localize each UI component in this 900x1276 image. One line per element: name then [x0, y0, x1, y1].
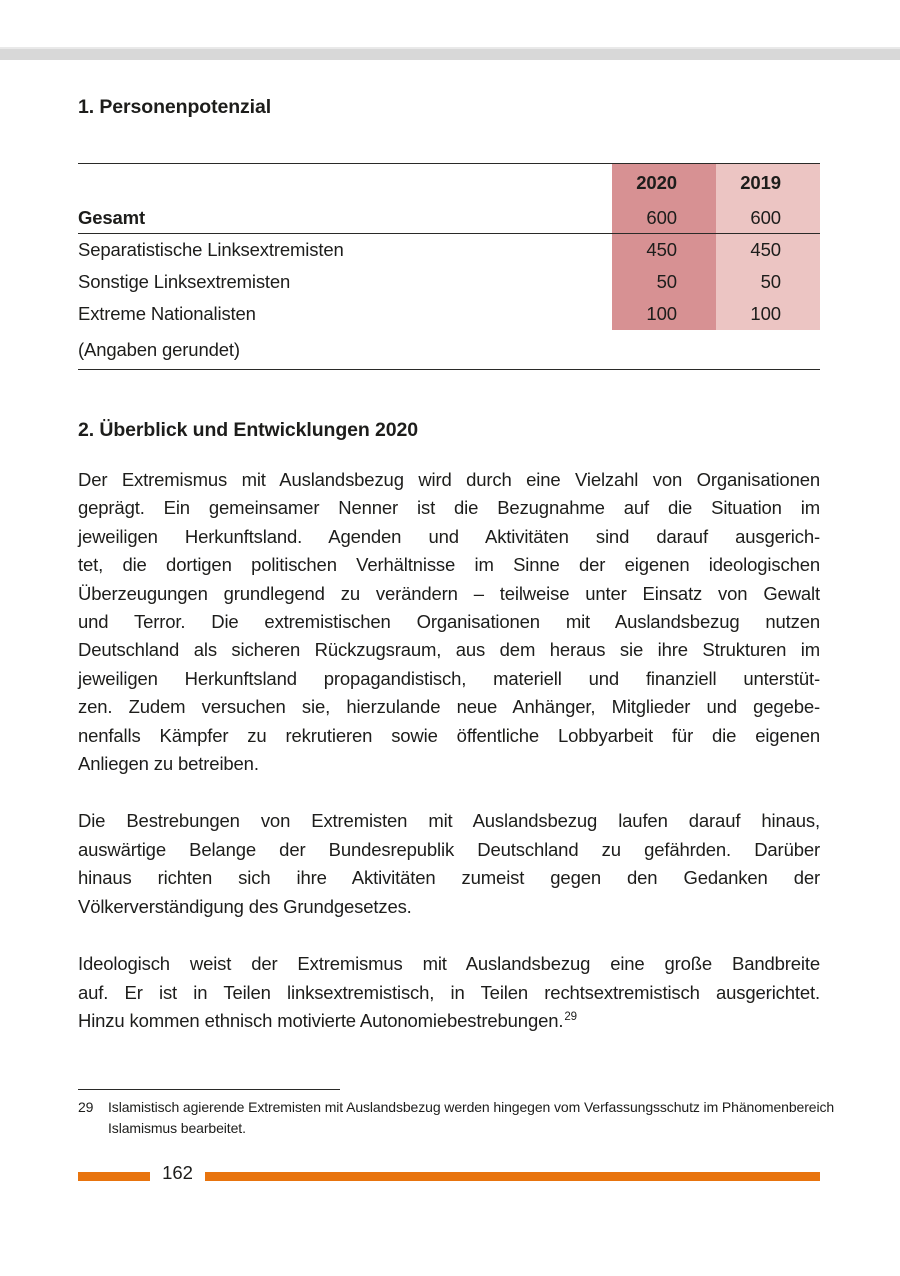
paragraph-3-lines: Ideologisch weist der Extremismus mit Au…: [78, 950, 820, 1007]
text-line: Die Bestrebungen von Extremisten mit Aus…: [78, 810, 820, 832]
body-text: Der Extremismus mit Auslandsbezug wird d…: [78, 466, 820, 1038]
text-line: Völkerverständigung des Grundgesetzes.: [78, 895, 412, 917]
paragraph-2: Die Bestrebungen von Extremisten mit Aus…: [78, 807, 820, 921]
note-spacer-2020: [612, 330, 716, 369]
text-line: auf. Er ist in Teilen linksextremistisch…: [78, 981, 820, 1003]
table-note: (Angaben gerundet): [78, 338, 240, 360]
text-line: Deutschland als sicheren Rückzugsraum, a…: [78, 639, 820, 661]
cell-separatistische-2019: 450: [716, 234, 820, 266]
paragraph-3: Ideologisch weist der Extremismus mit Au…: [78, 950, 820, 1038]
footnote-line: Islamismus bearbeitet.: [108, 1120, 246, 1136]
text-line: geprägt. Ein gemeinsamer Nenner ist die …: [78, 497, 820, 519]
section-1-heading: 1. Personenpotenzial: [78, 96, 272, 118]
cell-sonstige-2019: 50: [716, 266, 820, 298]
footer-right-orange-bar: [205, 1172, 820, 1181]
text-line: Überzeugungen grundlegend zu verändern –…: [78, 582, 820, 604]
row-label-separatistische: Separatistische Linksextremisten: [78, 239, 344, 260]
table-header-row: 2020 2019: [78, 164, 820, 202]
text-line: Der Extremismus mit Auslandsbezug wird d…: [78, 469, 820, 490]
table-header-2019: 2019: [716, 164, 820, 202]
row-label-extreme-nationalisten: Extreme Nationalisten: [78, 303, 256, 324]
row-label-sonstige: Sonstige Linksextremisten: [78, 271, 291, 292]
footnote-ref-29: 29: [564, 1010, 577, 1023]
page-number: 162: [162, 1162, 193, 1183]
table-note-row: (Angaben gerundet): [78, 330, 820, 369]
cell-gesamt-2019: 600: [716, 202, 820, 233]
table-row: Extreme Nationalisten 100 100: [78, 298, 820, 330]
cell-nationalisten-2020: 100: [612, 298, 716, 330]
table-header-2020: 2020: [612, 164, 716, 202]
text-line: Ideologisch weist der Extremismus mit Au…: [78, 953, 820, 975]
text-line: nenfalls Kämpfer zu rekrutieren sowie öf…: [78, 724, 820, 746]
note-spacer-2019: [716, 330, 820, 369]
paragraph-1: Der Extremismus mit Auslandsbezug wird d…: [78, 466, 820, 778]
paragraph-3-last-line: Hinzu kommen ethnisch motivierte Autonom…: [78, 1007, 820, 1038]
table-row: Sonstige Linksextremisten 50 50: [78, 266, 820, 298]
text-line: jeweiligen Herkunftsland propagandistisc…: [78, 667, 820, 689]
footnote-line: Islamistisch agierende Extremisten mit A…: [108, 1099, 835, 1115]
table-header-spacer: [78, 164, 612, 202]
text-line: auswärtige Belange der Bundesrepublik De…: [78, 838, 820, 860]
table-row: Separatistische Linksextremisten 450 450: [78, 234, 820, 266]
text-line: Anliegen zu betreiben.: [78, 753, 259, 775]
paragraph-3-last-text: Hinzu kommen ethnisch motivierte Autonom…: [78, 1009, 564, 1031]
footnote-29: 29 Islamistisch agierende Extremisten mi…: [78, 1097, 834, 1139]
cell-nationalisten-2019: 100: [716, 298, 820, 330]
section-2-heading: 2. Überblick und Entwicklungen 2020: [78, 419, 419, 441]
text-line: und Terror. Die extremistischen Organisa…: [78, 611, 820, 633]
text-line: zen. Zudem versuchen sie, hierzulande ne…: [78, 696, 820, 718]
text-line: tet, die dortigen politischen Verhältnis…: [78, 554, 820, 576]
footnote-separator-rule: [78, 1089, 340, 1090]
cell-sonstige-2020: 50: [612, 266, 716, 298]
personnel-potential-table: 2020 2019 Gesamt 600 600 Separatistische…: [78, 163, 820, 370]
table-row: Gesamt 600 600: [78, 202, 820, 234]
cell-separatistische-2020: 450: [612, 234, 716, 266]
footnote-text: Islamistisch agierende Extremisten mit A…: [108, 1097, 834, 1139]
footer-left-orange-bar: [78, 1172, 150, 1181]
page-top-divider-bar: [0, 47, 900, 60]
footnote-number: 29: [78, 1099, 94, 1115]
row-label-gesamt: Gesamt: [78, 206, 145, 228]
text-line: hinaus richten sich ihre Aktivitäten zum…: [78, 867, 820, 889]
cell-gesamt-2020: 600: [612, 202, 716, 233]
text-line: jeweiligen Herkunftsland. Agenden und Ak…: [78, 525, 820, 547]
